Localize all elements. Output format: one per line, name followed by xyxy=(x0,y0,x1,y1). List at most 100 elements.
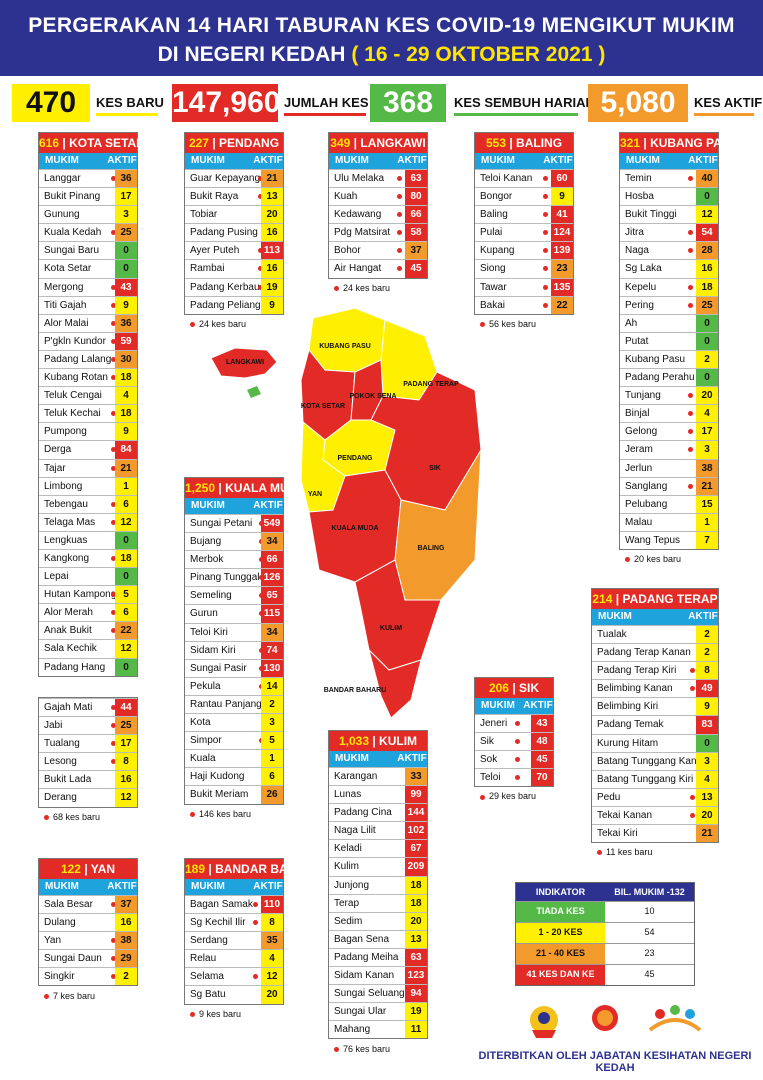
col-mukim: MUKIM xyxy=(335,753,369,764)
table-row: Langgar 36 xyxy=(39,169,137,188)
table-row: Kangkong 18 xyxy=(39,548,137,568)
table-row: Teluk Cengai 4 xyxy=(39,386,137,405)
mukim-name: Teloi Kanan xyxy=(480,173,533,184)
panel-title: 1,033 | KULIM xyxy=(329,731,427,751)
mukim-name: Tunjang xyxy=(625,390,661,402)
mukim-name: Dulang xyxy=(44,917,76,929)
active-count: 1 xyxy=(115,477,137,495)
table-row: Teloi 70 xyxy=(475,768,553,787)
map-langkawi-islet xyxy=(247,386,261,398)
new-case-dot-icon xyxy=(397,248,402,254)
active-count: 18 xyxy=(405,876,427,894)
note-text: 20 kes baru xyxy=(634,554,682,565)
panel-title: 349 | LANGKAWI xyxy=(329,133,427,153)
mukim-name: Karangan xyxy=(334,771,378,782)
mukim-name: Limbong xyxy=(44,480,83,492)
new-case-dot-icon xyxy=(111,465,116,471)
new-case-dot-icon xyxy=(688,483,693,489)
active-count: 38 xyxy=(115,932,137,950)
table-row: Kuala 1 xyxy=(185,749,283,768)
mukim-name: Pedu xyxy=(597,791,621,803)
mukim-name: Tobiar xyxy=(190,209,218,221)
legend-indicator: TIADA KES xyxy=(516,902,605,922)
new-case-dot-icon xyxy=(597,850,602,856)
active-count: 13 xyxy=(405,930,427,948)
table-row: Bakai 22 xyxy=(475,295,573,314)
table-row: Simpor 5 xyxy=(185,731,283,750)
mukim-name: Teloi xyxy=(480,772,501,784)
mukim-name: Tekai Kiri xyxy=(597,828,638,840)
table-row: Tualang 17 xyxy=(39,734,137,753)
table-row: Pulai 124 xyxy=(475,223,573,242)
table-row: Jitra 54 xyxy=(620,223,718,242)
col-aktif: AKTIF xyxy=(688,153,718,169)
table-row: Putat 0 xyxy=(620,331,718,350)
active-count: 9 xyxy=(115,296,137,314)
map-label: BANDAR BAHARU xyxy=(324,687,387,694)
table-row: Air Hangat 45 xyxy=(329,259,427,278)
mukim-name: Junjong xyxy=(334,879,370,891)
panel-title: 553 | BALING xyxy=(475,133,573,153)
active-count: 110 xyxy=(261,896,283,914)
mukim-name: Kangkong xyxy=(44,552,90,564)
active-count: 63 xyxy=(405,170,427,188)
table-row: Bujang 34 xyxy=(185,532,283,551)
table-row: Sungai Ular 19 xyxy=(329,1002,427,1021)
legend-indicator: 1 - 20 KES xyxy=(516,923,605,943)
new-case-dot-icon xyxy=(258,284,263,290)
stat-underline xyxy=(96,113,158,116)
col-aktif: AKTIF xyxy=(523,698,553,714)
active-count: 4 xyxy=(115,387,137,405)
mukim-name: Bukit Lada xyxy=(44,774,92,786)
new-case-dot-icon xyxy=(111,320,116,326)
new-case-dot-icon xyxy=(515,775,520,781)
active-count: 16 xyxy=(261,224,283,242)
table-row: Pering 25 xyxy=(620,295,718,314)
active-count: 6 xyxy=(261,768,283,786)
mukim-name: Yan xyxy=(44,935,62,947)
mukim-name: Tekai Kanan xyxy=(597,809,653,821)
mukim-name: Batang Tunggang Kanan xyxy=(597,755,708,767)
col-mukim: MUKIM xyxy=(45,155,79,166)
active-count: 5 xyxy=(115,586,137,604)
map-label: KUALA MUDA xyxy=(331,525,378,532)
table-row: Jerlun 38 xyxy=(620,458,718,477)
title-separator: | xyxy=(369,734,380,748)
new-case-dot-icon xyxy=(111,956,116,962)
panel-baling: 553 | BALING MUKIM AKTIF Teloi Kanan 60 Bongo… xyxy=(474,132,574,315)
active-count: 43 xyxy=(531,715,553,733)
new-case-dot-icon xyxy=(111,759,116,765)
new-case-dot-icon xyxy=(688,230,693,236)
mukim-name: Naga Lilit xyxy=(334,825,376,837)
table-row: Padang Hang 0 xyxy=(39,657,137,676)
district-name: BANDAR BAHARU xyxy=(215,862,323,876)
active-count: 63 xyxy=(405,948,427,967)
new-case-dot-icon xyxy=(111,938,116,944)
table-row: Ah 0 xyxy=(620,313,718,332)
col-aktif: AKTIF xyxy=(253,879,283,895)
district-name: BALING xyxy=(516,136,563,150)
table-row: Kuala Kedah 25 xyxy=(39,223,137,242)
new-case-dot-icon xyxy=(111,555,116,561)
active-count: 25 xyxy=(696,296,718,314)
active-count: 16 xyxy=(261,260,283,278)
active-count: 30 xyxy=(115,350,137,369)
mukim-name: Bakai xyxy=(480,299,506,311)
stat-label: KES SEMBUH HARIAN xyxy=(454,95,595,110)
active-count: 44 xyxy=(115,699,137,717)
active-count: 144 xyxy=(405,804,427,822)
note-text: 24 kes baru xyxy=(343,282,391,293)
title-separator: | xyxy=(508,681,520,695)
table-row: Mergong 43 xyxy=(39,277,137,296)
page-subtitle: DI NEGERI KEDAH ( 16 - 29 OKTOBER 2021 ) xyxy=(157,43,606,66)
mukim-name: Bongor xyxy=(480,191,513,203)
active-count: 8 xyxy=(261,914,283,932)
table-row: Limbong 1 xyxy=(39,476,137,495)
active-count: 0 xyxy=(696,188,718,206)
mukim-name: Jitra xyxy=(625,227,644,239)
title-separator: | xyxy=(205,862,216,876)
active-count: 37 xyxy=(405,242,427,260)
active-count: 48 xyxy=(531,733,553,751)
district-total: 122 xyxy=(60,862,81,876)
mukim-name: Padang Lalang xyxy=(44,353,112,365)
